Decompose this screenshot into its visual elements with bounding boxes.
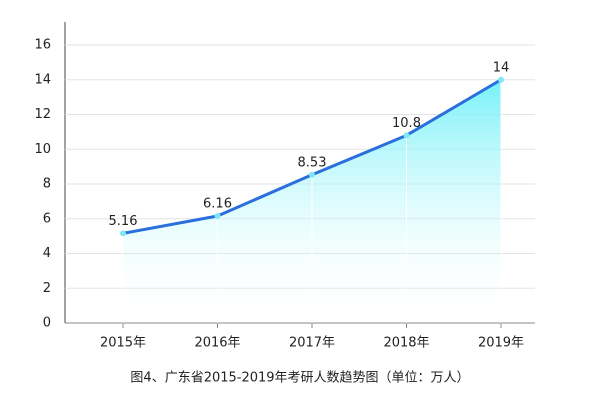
- value-label: 8.53: [298, 155, 327, 170]
- x-tick-label: 2015年: [100, 336, 146, 351]
- marker: [498, 76, 504, 83]
- marker: [214, 212, 221, 219]
- value-label: 5.16: [109, 214, 138, 229]
- y-tick-label: 8: [43, 177, 51, 192]
- caption: 图4、广东省2015-2019年考研人数趋势图（单位：万人）: [130, 370, 469, 386]
- marker: [403, 132, 410, 139]
- y-tick-label: 6: [43, 211, 51, 226]
- marker: [309, 171, 315, 178]
- y-tick-label: 0: [43, 316, 51, 331]
- value-label: 14: [493, 60, 510, 75]
- value-label: 6.16: [203, 196, 232, 211]
- y-tick-label: 14: [34, 72, 51, 87]
- x-tick-label: 2017年: [289, 336, 335, 351]
- y-tick-label: 4: [43, 246, 51, 261]
- value-label: 10.8: [392, 116, 421, 131]
- x-tick-label: 2016年: [194, 336, 240, 351]
- y-tick-label: 12: [34, 107, 51, 122]
- x-tick-label: 2019年: [478, 336, 524, 351]
- marker: [120, 230, 126, 237]
- y-tick-label: 16: [34, 38, 51, 53]
- x-tick-label: 2018年: [383, 336, 429, 351]
- y-tick-label: 2: [43, 281, 51, 296]
- y-tick-label: 10: [34, 142, 51, 157]
